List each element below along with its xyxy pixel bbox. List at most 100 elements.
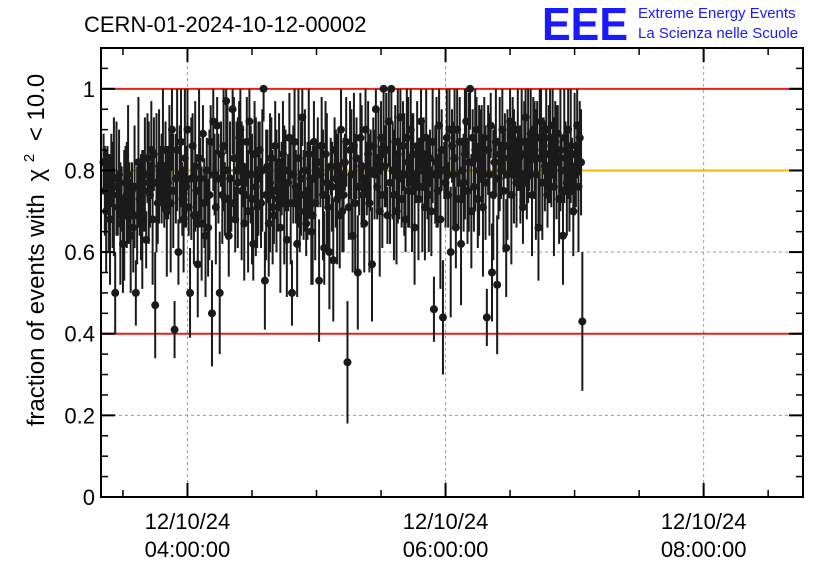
data-point bbox=[427, 207, 436, 216]
data-point bbox=[228, 105, 237, 114]
data-point bbox=[148, 215, 157, 224]
logo-line-2: La Scienza nelle Scuole bbox=[638, 25, 798, 42]
data-point bbox=[575, 133, 584, 142]
data-point bbox=[324, 203, 333, 212]
data-point bbox=[469, 182, 478, 191]
data-point bbox=[485, 170, 494, 179]
data-point bbox=[577, 158, 586, 167]
data-points bbox=[99, 84, 587, 424]
data-point bbox=[438, 313, 447, 322]
data-point bbox=[282, 235, 291, 244]
data-point bbox=[466, 84, 475, 93]
svg-text:fraction of events with: fraction of events with χ 2 < 10.0 bbox=[13, 74, 50, 427]
data-point bbox=[264, 219, 273, 228]
data-point bbox=[295, 207, 304, 216]
data-point bbox=[205, 190, 214, 199]
axes bbox=[100, 47, 804, 498]
data-point bbox=[267, 154, 276, 163]
data-point bbox=[556, 146, 565, 155]
data-point bbox=[353, 268, 362, 277]
data-point bbox=[222, 97, 231, 106]
data-point bbox=[193, 260, 202, 269]
data-point bbox=[167, 125, 176, 134]
data-point bbox=[276, 223, 285, 232]
data-point bbox=[327, 182, 336, 191]
data-point bbox=[457, 239, 466, 248]
x-tick-label-date: 12/10/24 bbox=[403, 509, 489, 534]
y-axis-label: fraction of events with χ 2 < 10.0 bbox=[13, 74, 50, 427]
data-point bbox=[118, 239, 127, 248]
data-point bbox=[304, 150, 313, 159]
data-point bbox=[351, 199, 360, 208]
data-point bbox=[398, 141, 407, 150]
chart-title: CERN-01-2024-10-12-00002 bbox=[84, 12, 367, 37]
eee-logo: EEE Extreme Energy Events La Scienza nel… bbox=[542, 0, 798, 50]
data-point bbox=[259, 84, 268, 93]
data-point bbox=[268, 203, 277, 212]
x-tick-label-time: 06:00:00 bbox=[403, 537, 489, 562]
data-point bbox=[260, 276, 269, 285]
data-point bbox=[257, 199, 266, 208]
y-axis-label-suffix: < 10.0 bbox=[23, 74, 50, 141]
data-point bbox=[302, 219, 311, 228]
data-point bbox=[339, 190, 348, 199]
data-point bbox=[198, 129, 207, 138]
data-point bbox=[449, 170, 458, 179]
data-point bbox=[177, 137, 186, 146]
data-point bbox=[459, 178, 468, 187]
data-point bbox=[502, 244, 511, 253]
data-point bbox=[342, 137, 351, 146]
data-point bbox=[315, 276, 324, 285]
data-point bbox=[402, 133, 411, 142]
data-point bbox=[207, 309, 216, 318]
data-point bbox=[482, 313, 491, 322]
x-tick-label-time: 08:00:00 bbox=[661, 537, 747, 562]
data-point bbox=[240, 219, 249, 228]
data-point bbox=[183, 125, 192, 134]
data-point bbox=[493, 280, 502, 289]
data-point bbox=[518, 203, 527, 212]
data-point bbox=[566, 141, 575, 150]
data-point bbox=[337, 125, 346, 134]
data-point bbox=[271, 141, 280, 150]
x-tick-labels: 12/10/24 04:00:00 12/10/24 06:00:00 12/10/24… bbox=[145, 509, 747, 562]
data-point bbox=[410, 223, 419, 232]
data-point bbox=[246, 170, 255, 179]
data-point bbox=[195, 154, 204, 163]
data-point bbox=[499, 186, 508, 195]
data-point bbox=[131, 288, 140, 297]
y-tick-label: 1 bbox=[83, 77, 95, 102]
y-tick-label: 0.4 bbox=[64, 322, 95, 347]
data-point bbox=[213, 121, 222, 130]
y-tick-label: 0.2 bbox=[64, 403, 95, 428]
data-point bbox=[245, 117, 254, 126]
data-point bbox=[578, 317, 587, 326]
data-point bbox=[151, 301, 160, 310]
data-point bbox=[343, 358, 352, 367]
data-point bbox=[108, 190, 117, 199]
y-axis-label-chi: χ bbox=[23, 168, 50, 181]
data-point bbox=[365, 199, 374, 208]
data-point bbox=[317, 141, 326, 150]
data-point bbox=[490, 158, 499, 167]
data-point bbox=[367, 260, 376, 269]
data-point bbox=[486, 121, 495, 130]
data-point bbox=[356, 133, 365, 142]
data-point bbox=[307, 227, 316, 236]
data-point bbox=[326, 162, 335, 171]
data-point bbox=[534, 223, 543, 232]
data-point bbox=[380, 162, 389, 171]
data-point bbox=[488, 268, 497, 277]
data-point bbox=[558, 231, 567, 240]
logo-line-1: Extreme Energy Events bbox=[638, 5, 796, 22]
data-point bbox=[186, 288, 195, 297]
data-point bbox=[360, 219, 369, 228]
data-point bbox=[387, 84, 396, 93]
data-point bbox=[569, 207, 578, 216]
data-point bbox=[215, 288, 224, 297]
data-point bbox=[321, 150, 330, 159]
data-point bbox=[226, 174, 235, 183]
y-tick-label: 0.8 bbox=[64, 158, 95, 183]
data-point bbox=[446, 248, 455, 257]
logo-mark: EEE bbox=[542, 0, 628, 50]
